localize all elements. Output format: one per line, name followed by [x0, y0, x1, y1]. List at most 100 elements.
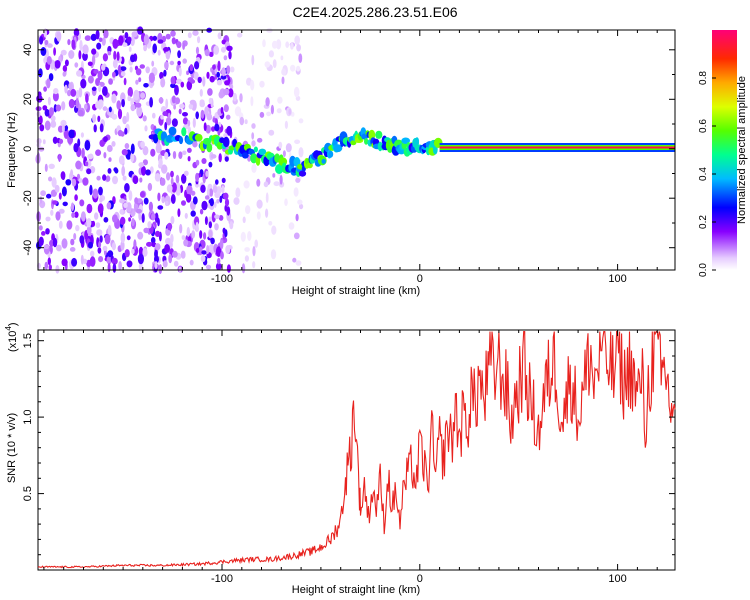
spectrogram-noise-cell: [205, 264, 212, 270]
spectrogram-signal-cell: [258, 148, 267, 155]
spectrogram-signal-cell: [178, 136, 184, 145]
spectrogram-noise-cell: [290, 64, 296, 72]
spectrogram-noise-cell: [163, 47, 170, 52]
spectrogram-noise-cell: [135, 208, 142, 214]
spectrogram-noise-cell: [42, 105, 48, 111]
spectrogram-noise-cell: [183, 170, 189, 176]
spectrogram-noise-cell: [43, 86, 47, 92]
spectrogram-noise-cell: [256, 178, 261, 187]
spectrogram-panel: -100 0 100 -40 -20 0 20 40 Height of straight …: [6, 26, 676, 297]
spectrogram-noise-cell: [145, 169, 151, 176]
spectrogram-noise-cell: [211, 126, 216, 132]
spectrogram-noise-cell: [77, 109, 84, 117]
spectrogram-noise-cell: [92, 114, 97, 123]
spectrogram-noise-cell: [74, 194, 78, 202]
colorbar-tick-label: 0.6: [698, 119, 709, 133]
spectrogram-noise-cell: [146, 241, 153, 247]
spectrogram-noise-cell: [204, 195, 210, 200]
spectrogram-x-ticks: -100 0 100: [43, 30, 658, 285]
spectrogram-noise-cell: [58, 153, 61, 162]
colorbar-tick-label: 0.8: [698, 71, 709, 85]
spectrogram-noise-cell: [113, 50, 117, 61]
spectrogram-noise-cell: [182, 42, 186, 50]
spectrogram-noise-cell: [91, 220, 96, 227]
spectrogram-noise-cell: [220, 251, 224, 260]
spectrogram-signal-cell: [194, 133, 203, 142]
spectrogram-noise-cell: [107, 168, 112, 174]
spectrogram-cells: [35, 26, 675, 275]
spectrogram-noise-cell: [123, 77, 127, 86]
spectrogram-noise-cell: [48, 163, 55, 169]
spectrogram-noise-cell: [133, 89, 140, 101]
spectrogram-noise-cell: [122, 175, 127, 181]
spectrogram-signal-cell: [165, 134, 174, 143]
spectrogram-noise-cell: [112, 71, 116, 78]
spectrogram-noise-cell: [181, 173, 187, 184]
spectrogram-noise-cell: [197, 76, 202, 84]
spectrogram-noise-cell: [107, 45, 112, 54]
spectrogram-noise-cell: [170, 76, 176, 85]
spectrogram-noise-cell: [37, 152, 41, 163]
spectrogram-noise-cell: [206, 71, 210, 79]
spectrogram-noise-cell: [171, 118, 178, 127]
spectrogram-noise-cell: [221, 39, 227, 45]
spectrogram-noise-cell: [61, 238, 68, 249]
spectrogram-noise-cell: [61, 186, 67, 197]
spectrogram-noise-cell: [47, 96, 51, 106]
spectrogram-signal-cell: [364, 138, 369, 145]
spectrogram-noise-cell: [240, 231, 246, 242]
spectrogram-noise-cell: [224, 198, 230, 207]
x-tick-label: -100: [211, 573, 233, 585]
snr-y-ticks: 0.5 1.0 1.5: [22, 333, 675, 556]
spectrogram-noise-cell: [121, 149, 128, 156]
spectrogram-noise-cell: [141, 165, 146, 176]
spectrogram-noise-cell: [199, 208, 204, 215]
spectrogram-noise-cell: [225, 114, 231, 120]
spectrogram-noise-cell: [107, 224, 112, 236]
spectrogram-noise-cell: [47, 43, 53, 48]
spectrogram-noise-cell: [199, 89, 203, 97]
spectrogram-noise-cell: [203, 122, 207, 132]
spectrogram-noise-cell: [220, 75, 227, 80]
spectrogram-noise-cell: [54, 60, 61, 69]
spectrogram-noise-cell: [39, 196, 43, 204]
spectrogram-noise-cell: [44, 120, 51, 131]
spectrogram-noise-cell: [91, 54, 96, 66]
spectrogram-signal-cell: [241, 152, 249, 159]
spectrogram-noise-cell: [214, 223, 219, 231]
spectrogram-noise-cell: [232, 92, 237, 102]
spectrogram-noise-cell: [118, 261, 122, 271]
spectrogram-noise-cell: [124, 32, 129, 39]
spectrogram-noise-cell: [143, 83, 149, 88]
spectrogram-noise-cell: [62, 65, 68, 72]
spectrogram-noise-cell: [239, 93, 243, 103]
spectrogram-noise-cell: [210, 237, 215, 245]
spectrogram-noise-cell: [229, 66, 235, 73]
spectrogram-noise-cell: [223, 104, 229, 113]
spectrogram-noise-cell: [180, 250, 186, 259]
spectrogram-noise-cell: [259, 111, 265, 118]
spectrogram-noise-cell: [295, 213, 299, 222]
spectrogram-noise-cell: [102, 106, 108, 111]
spectrogram-noise-cell: [288, 222, 295, 230]
spectrogram-noise-cell: [208, 97, 213, 104]
spectrogram-noise-cell: [201, 250, 207, 255]
spectrogram-noise-cell: [142, 115, 147, 122]
spectrogram-y-ticks: -40 -20 0 20 40: [22, 44, 675, 256]
spectrogram-noise-cell: [294, 35, 301, 45]
spectrogram-noise-cell: [193, 71, 199, 80]
spectrogram-noise-cell: [104, 234, 111, 245]
spectrogram-noise-cell: [44, 109, 50, 117]
spectrogram-noise-cell: [73, 143, 79, 153]
spectrogram-noise-cell: [161, 164, 168, 174]
colorbar-tick-label: 0.0: [698, 263, 709, 277]
spectrogram-noise-cell: [200, 109, 205, 119]
spectrogram-noise-cell: [84, 35, 91, 41]
spectrogram-noise-cell: [140, 141, 145, 149]
spectrogram-noise-cell: [70, 169, 74, 178]
spectrogram-noise-cell: [175, 174, 180, 184]
spectrogram-noise-cell: [296, 44, 301, 52]
spectrogram-noise-cell: [199, 100, 205, 108]
spectrogram-noise-cell: [173, 260, 179, 267]
spectrogram-noise-cell: [182, 112, 188, 117]
